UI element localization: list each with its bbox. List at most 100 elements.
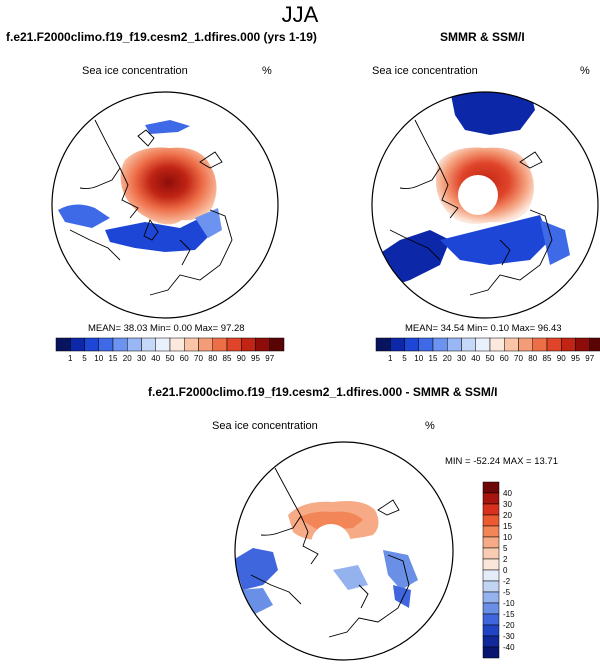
right-polar-map [371,91,599,319]
left-ice-edge-north [145,120,190,134]
right-ice-north-shelf [450,92,535,135]
diff-colorbar-swatch [482,635,500,648]
diff-colorbar-tick-label: 0 [503,566,508,575]
left-colorbar: 1 5 10 15 20 30 40 50 60 70 80 85 90 95 97 [55,337,285,363]
diff-coastlines [250,467,410,638]
right-colorbar-swatch [589,337,600,352]
right-colorbar-swatch [404,337,419,352]
diff-colorbar-swatch [482,547,500,560]
diff-negative-west [235,548,278,590]
diff-colorbar-tick-label: 2 [503,555,508,564]
left-colorbar-tick-label: 85 [223,354,232,363]
left-polar-map [51,91,279,319]
right-colorbar-tick-label: 30 [457,354,466,363]
left-colorbar-swatch [112,337,128,352]
diff-minmax: MIN = -52.24 MAX = 13.71 [445,456,559,467]
diff-colorbar-tick-label: 5 [503,544,508,553]
diff-colorbar-swatch [482,624,500,637]
right-colorbar-tick-label: 5 [402,354,407,363]
right-stats: MEAN= 34.54 Min= 0.10 Max= 96.43 [405,323,562,334]
diff-colorbar-swatch [482,646,500,659]
left-colorbar-tick-label: 60 [180,354,189,363]
diff-colorbar-tick-label: 10 [503,533,512,542]
diff-colorbar-tick-label: -15 [503,610,515,619]
right-colorbar-swatch [546,337,562,352]
diff-colorbar-tick-label: 15 [503,522,512,531]
right-colorbar-tick-label: 60 [500,354,509,363]
left-colorbar-tick-label: 15 [109,354,118,363]
diff-colorbar-swatch [482,525,500,538]
left-colorbar-swatch [84,337,99,352]
right-colorbar-swatch [461,337,476,352]
right-colorbar-tick-label: 20 [443,354,452,363]
diff-colorbar-swatch [482,558,500,571]
right-colorbar-swatch [432,337,448,352]
diff-colorbar-tick-label: -40 [503,643,515,652]
left-colorbar-swatch [98,337,114,352]
left-units-label: % [262,65,272,77]
left-colorbar-tick-label: 5 [82,354,87,363]
right-colorbar-tick-label: 85 [543,354,552,363]
left-colorbar-swatch [184,337,199,352]
right-units-label: % [580,65,590,77]
right-coastlines [389,119,553,296]
left-colorbar-swatch [155,337,171,352]
diff-colorbar-tick-label: -5 [503,588,511,597]
right-colorbar-tick-label: 1 [388,354,393,363]
right-colorbar-swatch [447,337,462,352]
right-colorbar: 1 5 10 15 20 30 40 50 60 70 80 85 90 95 97 [375,337,600,363]
diff-variable-label: Sea ice concentration [212,420,318,432]
diff-colorbar-tick-label: -30 [503,632,515,641]
right-colorbar-swatch [475,337,491,352]
diff-colorbar-swatch [482,536,500,549]
right-colorbar-tick-label: 15 [429,354,438,363]
diff-colorbar-tick-label: 40 [503,489,512,498]
right-colorbar-tick-label: 40 [471,354,480,363]
diff-colorbar-swatch [482,591,500,604]
left-colorbar-swatch [241,337,256,352]
left-colorbar-swatch [55,337,71,352]
diff-colorbar-tick-label: -20 [503,621,515,630]
right-pole-hole [458,175,498,215]
left-colorbar-tick-label: 90 [237,354,246,363]
left-ice-edge-west [58,204,110,228]
right-colorbar-swatch [375,337,391,352]
left-colorbar-tick-label: 1 [68,354,73,363]
diff-colorbar-swatch [482,481,500,494]
left-colorbar-swatch [269,337,285,352]
left-variable-label: Sea ice concentration [82,65,188,77]
right-colorbar-swatch [489,337,505,352]
left-colorbar-tick-label: 95 [251,354,260,363]
right-colorbar-swatch [561,337,576,352]
left-colorbar-tick-label: 50 [166,354,175,363]
right-colorbar-swatch [390,337,405,352]
diff-colorbar-swatch [482,613,500,626]
right-colorbar-swatch [575,337,590,352]
right-colorbar-swatch [532,337,548,352]
right-variable-label: Sea ice concentration [372,65,478,77]
left-colorbar-tick-label: 30 [137,354,146,363]
left-colorbar-tick-label: 20 [123,354,132,363]
right-colorbar-tick-label: 90 [557,354,566,363]
diff-polar-map [234,441,454,661]
right-colorbar-swatch [418,337,434,352]
diff-colorbar-tick-label: 30 [503,500,512,509]
right-colorbar-tick-label: 10 [414,354,423,363]
right-colorbar-tick-label: 97 [585,354,594,363]
season-title: JJA [281,2,319,27]
left-colorbar-swatch [212,337,228,352]
left-colorbar-swatch [141,337,156,352]
right-colorbar-swatch [518,337,533,352]
diff-colorbar-swatch [482,514,500,527]
diff-pole-hole [311,524,351,564]
diff-negative-south [333,565,368,590]
diff-panel-title: f.e21.F2000climo.f19_f19.cesm2_1.dfires.… [148,385,498,399]
left-colorbar-tick-label: 70 [194,354,203,363]
right-colorbar-tick-label: 95 [571,354,580,363]
left-colorbar-tick-label: 10 [94,354,103,363]
right-ice-south [440,215,550,265]
diff-colorbar-tick-label: -10 [503,599,515,608]
diff-colorbar-swatch [482,569,500,582]
right-panel-title: SMMR & SSM/I [440,30,525,44]
diff-colorbar-swatch [482,503,500,516]
